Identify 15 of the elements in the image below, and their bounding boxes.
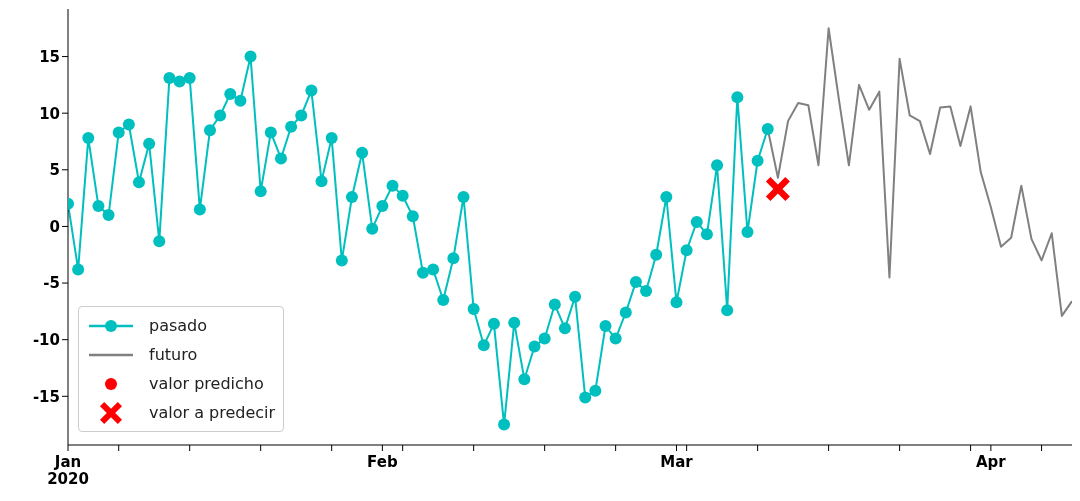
y-tick-label: 15 — [39, 47, 60, 66]
legend-label: valor predicho — [149, 374, 264, 393]
y-tick-label: -10 — [32, 331, 60, 350]
y-tick-label: 10 — [39, 104, 60, 123]
x-tick-label: Feb — [367, 453, 398, 471]
legend-label: valor a predecir — [149, 403, 276, 422]
x-tick-label: Mar — [660, 453, 694, 471]
y-tick-label: -15 — [32, 387, 60, 406]
legend-label: futuro — [149, 345, 198, 364]
legend-label: pasado — [149, 316, 208, 335]
y-tick-label: -5 — [43, 274, 60, 293]
y-tick-label: 0 — [49, 217, 60, 236]
y-tick-label: 5 — [49, 161, 60, 180]
x-tick-label: Jan 2020 — [47, 453, 89, 488]
x-tick-label: Apr — [975, 453, 1007, 471]
